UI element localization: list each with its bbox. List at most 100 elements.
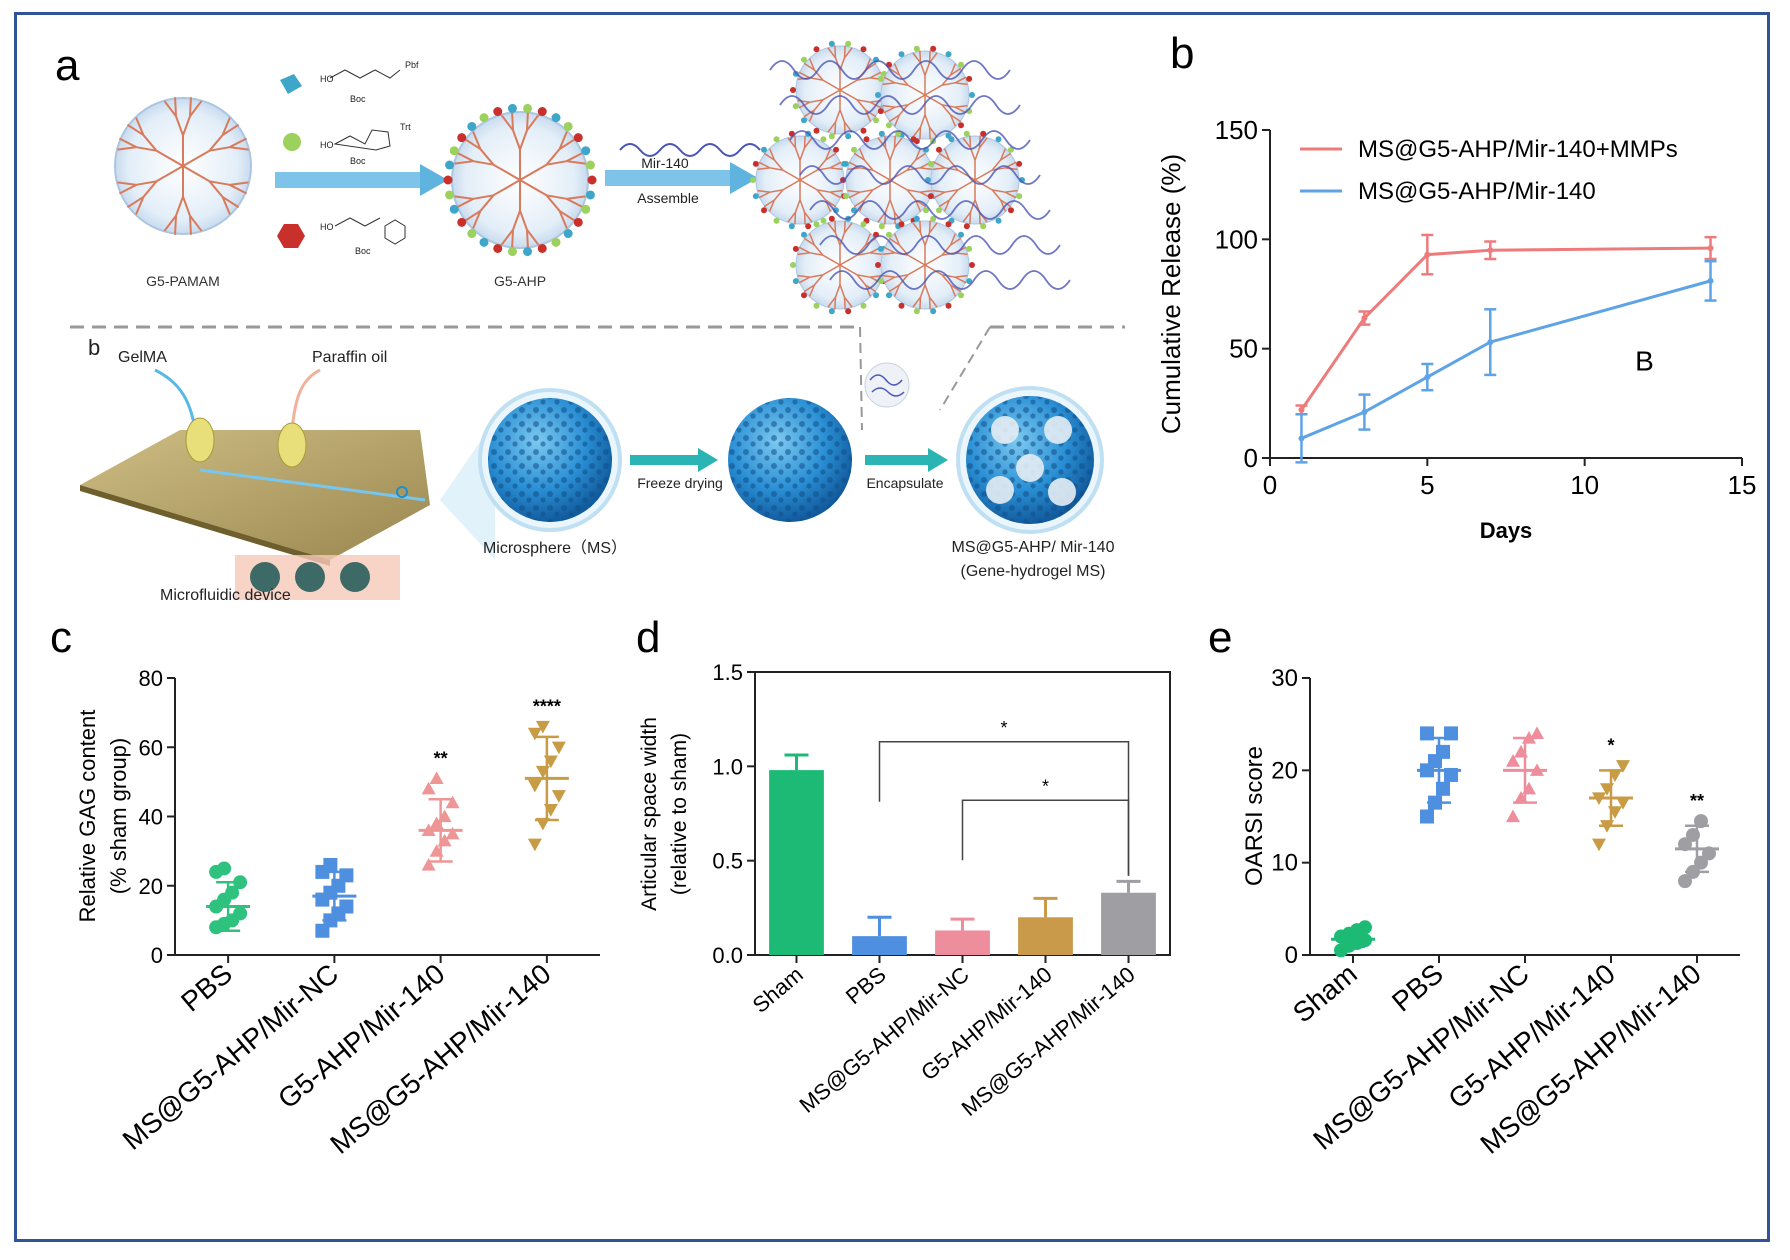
cluster-dot [995, 136, 1002, 143]
d-significance-label: * [1000, 718, 1007, 738]
cluster-dot [760, 207, 767, 214]
cluster-dot [966, 75, 973, 82]
c-data-point [551, 741, 566, 755]
g5-ahp-dendrimer [443, 103, 597, 257]
surface-dot [479, 113, 489, 123]
cluster-dot [966, 245, 973, 252]
d-significance-label: * [1042, 776, 1049, 796]
b-y-tick-label: 0 [1244, 443, 1258, 473]
c-category-label: PBS [175, 958, 238, 1018]
cluster-dot [842, 160, 849, 167]
panel-letter-e: e [1208, 613, 1232, 662]
b-data-point [1298, 406, 1305, 413]
c-data-point [429, 771, 444, 785]
cluster-branches [847, 135, 933, 225]
b-legend-label-0: MS@G5-AHP/Mir-140+MMPs [1358, 136, 1678, 163]
panel-letter-b: b [1170, 29, 1194, 78]
surface-dot [449, 146, 459, 156]
cluster-dot [885, 122, 892, 129]
cluster-dot [945, 221, 952, 228]
d-bar [769, 770, 824, 955]
cluster-dot [898, 221, 905, 228]
cluster-dot [930, 45, 937, 52]
e-data-point [1530, 726, 1544, 739]
dried-microsphere-texture [728, 398, 852, 522]
separator-dashed-4 [939, 326, 991, 411]
reagent-histidine: HO Boc Trt [283, 122, 411, 166]
cluster-mirna [779, 95, 1021, 115]
c-data-point [445, 826, 460, 840]
cluster-mirna [769, 60, 1011, 80]
cluster-dot [963, 130, 970, 137]
mir140-strand [619, 143, 761, 157]
panel-letter-c: c [50, 613, 72, 662]
microfluidic-droplets [235, 555, 400, 600]
cluster-dot [878, 223, 885, 230]
cluster-dot [805, 223, 812, 230]
b-y-tick-label: 50 [1229, 334, 1258, 364]
c-y-tick-label: 80 [139, 666, 163, 691]
surface-dot [563, 121, 573, 131]
panel-letter-b-inner: b [88, 335, 100, 360]
surface-dot [587, 175, 597, 185]
cluster-dot [945, 302, 952, 309]
label-gelma: GelMA [118, 349, 167, 366]
cluster-dot [958, 61, 965, 68]
cluster-dot [875, 92, 881, 98]
surface-dot [457, 133, 467, 143]
e-significance: * [1607, 736, 1614, 756]
cluster-dot [800, 231, 807, 238]
cluster-dot [860, 46, 867, 53]
d-bar [1018, 917, 1073, 955]
cluster-branches [932, 135, 1018, 225]
surface-dot [573, 217, 583, 227]
cluster-dot [792, 103, 799, 110]
label-gene-hydrogel: (Gene-hydrogel MS) [961, 563, 1106, 580]
d-y-axis-label: Articular space width [638, 717, 661, 911]
b-annotation: B [1635, 346, 1654, 377]
e-y-tick-label: 0 [1285, 942, 1298, 969]
e-data-point [1616, 760, 1630, 773]
c-data-point [233, 906, 248, 921]
cluster-mirna [819, 235, 1061, 255]
surface-dot [445, 160, 455, 170]
surface-dot [493, 243, 503, 253]
chem-label-boc-1: Boc [350, 94, 366, 104]
cluster-mirna [809, 200, 1051, 220]
chem-label-ho: HO [320, 74, 334, 84]
c-data-point [421, 781, 436, 795]
e-data-point [1506, 809, 1520, 823]
arrowhead-1 [420, 164, 448, 196]
cluster-dot [958, 231, 965, 238]
c-y-tick-label: 0 [151, 943, 163, 968]
b-x-tick-label: 10 [1570, 470, 1599, 500]
encapsulated-complexes [986, 416, 1076, 506]
arrowhead-freeze [698, 448, 718, 472]
cluster-dot [842, 193, 849, 200]
cluster-dot [863, 136, 870, 143]
d-y-tick-label: 0.0 [712, 943, 743, 968]
chem-label-boc-2: Boc [350, 156, 366, 166]
encapsulated-complex [1048, 478, 1076, 506]
c-y-tick-label: 20 [139, 874, 163, 899]
cluster-dot [963, 223, 970, 230]
b-x-axis-label: Days [1480, 518, 1533, 543]
cluster-dot [813, 46, 820, 53]
c-data-point [527, 779, 542, 793]
surface-dot [493, 107, 503, 117]
encapsulated-complex [1016, 454, 1044, 482]
cluster-dot [792, 245, 799, 252]
b-series-line-0 [1300, 246, 1711, 411]
surface-dot [457, 217, 467, 227]
panel-c-gag-chart: c Relative GAG content (% sham group) 0 2… [50, 613, 600, 1160]
reagent-phenylalanine: HO Boc [277, 217, 406, 256]
chem-label-trt: Trt [400, 122, 411, 132]
c-significance: **** [533, 696, 561, 716]
d-y-tick-label: 1.0 [712, 754, 743, 779]
surface-dot [479, 237, 489, 247]
c-y-tick-label: 40 [139, 805, 163, 830]
b-legend: MS@G5-AHP/Mir-140+MMPs MS@G5-AHP/Mir-140 [1300, 136, 1678, 205]
cluster-dot [927, 193, 934, 200]
cluster-dot [966, 278, 973, 285]
panel-letter-a: a [55, 41, 80, 90]
